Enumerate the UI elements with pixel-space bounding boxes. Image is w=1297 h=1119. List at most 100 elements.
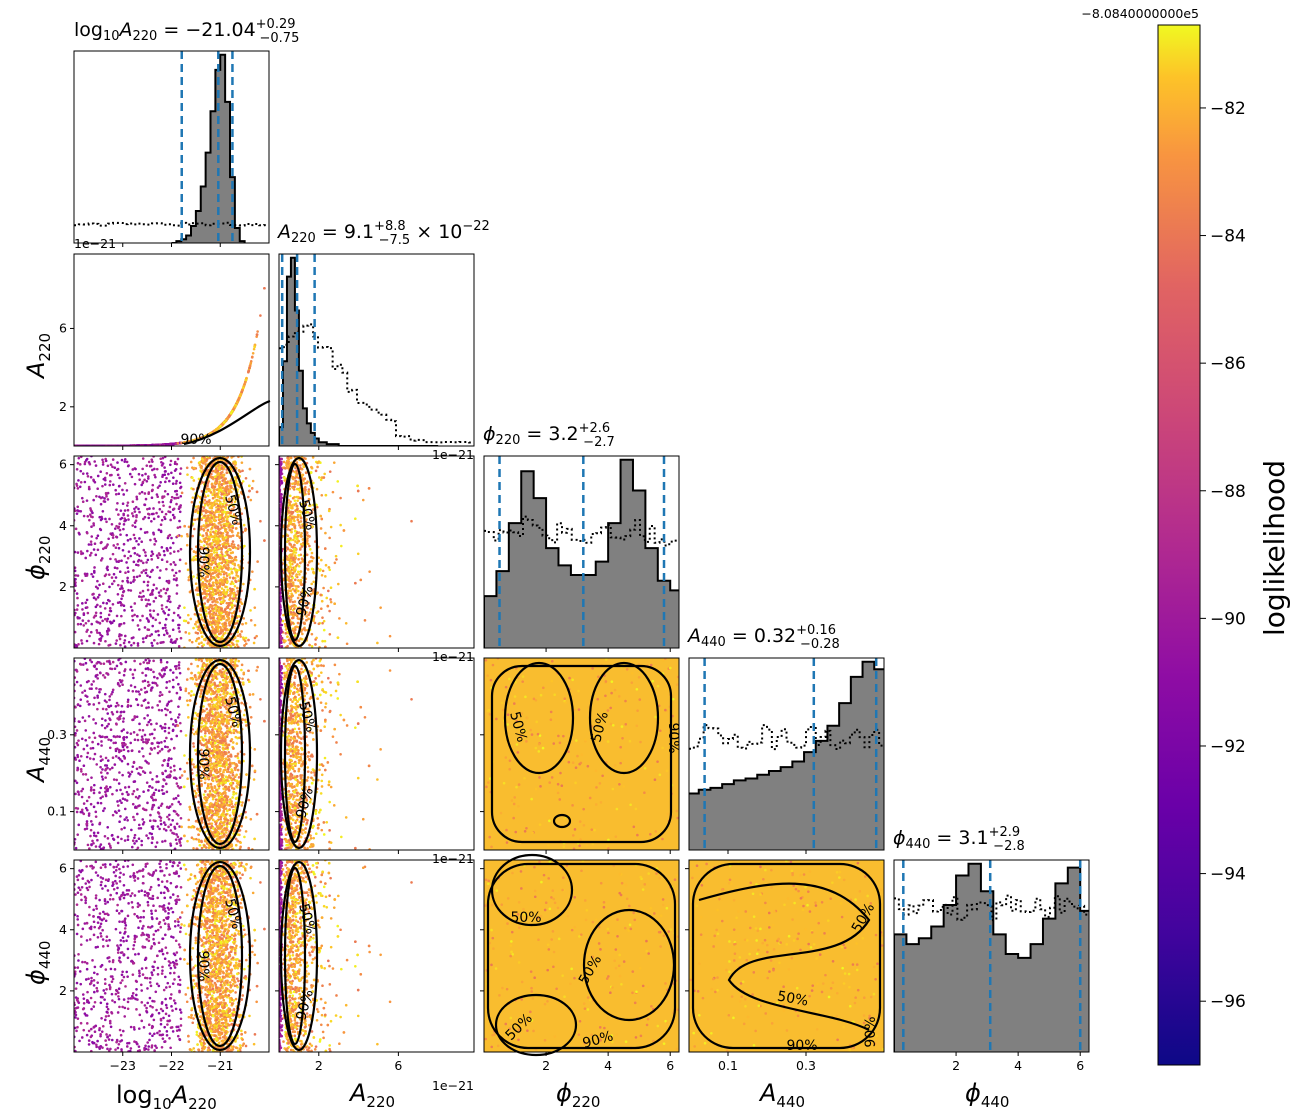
scatter-point [146,574,149,578]
scatter-point [200,641,203,644]
scatter-point [91,511,94,515]
scatter-point [159,589,163,592]
scatter-point [113,466,117,470]
scatter-point [150,591,154,595]
scatter-point [87,461,91,464]
panel-frame [73,253,270,447]
scatter-point [99,559,103,562]
scatter-point [155,443,158,446]
scatter-point [118,637,122,641]
scatter-point [150,458,154,461]
scatter-point [100,517,104,521]
scatter-point [213,519,217,523]
scatter-point [96,534,100,538]
scatter-point [226,531,229,535]
scatter-point [237,396,241,400]
scatter-point [105,619,109,623]
scatter-point [166,580,170,584]
scatter-point [149,464,153,468]
scatter-point [172,476,175,479]
scatter-point [144,472,147,476]
scatter-point [129,581,133,585]
scatter-point [90,525,93,529]
scatter-point [252,641,256,645]
scatter-point [119,533,122,536]
scatter-point [110,576,114,579]
scatter-point [82,624,86,627]
scatter-point [150,520,153,523]
scatter-point [76,622,80,626]
scatter-point [114,576,118,579]
scatter-point [217,483,221,486]
scatter-point [175,583,179,587]
scatter-point [142,569,146,572]
scatter-point [174,467,178,471]
scatter-point [153,537,157,541]
scatter-point [133,536,137,540]
scatter-point [115,524,118,528]
scatter-point [231,540,235,543]
scatter-point [141,561,145,565]
scatter-point [126,514,130,517]
scatter-point [162,640,165,644]
histogram [279,254,474,446]
scatter-point [191,476,194,480]
scatter-point [169,442,172,446]
scatter-point [135,575,139,579]
scatter-point [147,492,150,496]
scatter-point [118,623,121,626]
scatter-point [157,591,161,594]
scatter-point [85,639,89,643]
scatter-point [95,629,99,632]
scatter-point [79,509,83,513]
scatter-point [111,536,115,539]
scatter-point [152,507,155,510]
scatter-point [167,608,171,612]
scatter-point [189,617,193,621]
scatter-point [140,540,144,544]
scatter-point [121,594,124,597]
scatter-point [90,551,93,555]
scatter-point [86,549,89,553]
scatter-point [96,631,99,634]
scatter-point [87,487,91,491]
scatter-point [138,554,141,558]
scatter-point [170,536,173,540]
scatter-point [122,589,126,593]
scatter-point [153,473,156,477]
scatter-point [158,576,161,580]
scatter-point [82,613,86,617]
scatter-point [105,520,108,524]
scatter-point [96,487,99,490]
scatter-point [143,531,147,534]
scatter-point [169,552,172,555]
scatter-point [116,583,120,587]
scatter-point [123,509,127,512]
scatter-point [76,509,79,512]
scatter-point [129,589,133,592]
scatter-point [86,611,90,615]
scatter-point [159,480,162,484]
scatter-point [89,630,93,634]
scatter-point [249,609,252,612]
scatter-point [184,631,188,634]
scatter-point [125,533,129,537]
scatter-point [99,470,102,474]
scatter-point [172,574,176,577]
scatter-point [169,518,172,522]
scatter-point [150,558,154,561]
scatter-point [255,335,258,338]
scatter-point [122,542,126,546]
scatter-point [158,507,162,511]
scatter-point [139,559,143,563]
scatter-point [146,580,150,584]
scatter-point [115,468,119,472]
scatter-point [174,571,178,575]
scatter-point [103,478,107,482]
scatter-point [242,582,245,586]
scatter-point [242,523,246,527]
scatter-point [163,553,166,557]
scatter-point [177,606,180,610]
scatter-point [134,519,138,523]
scatter-point [179,467,183,470]
